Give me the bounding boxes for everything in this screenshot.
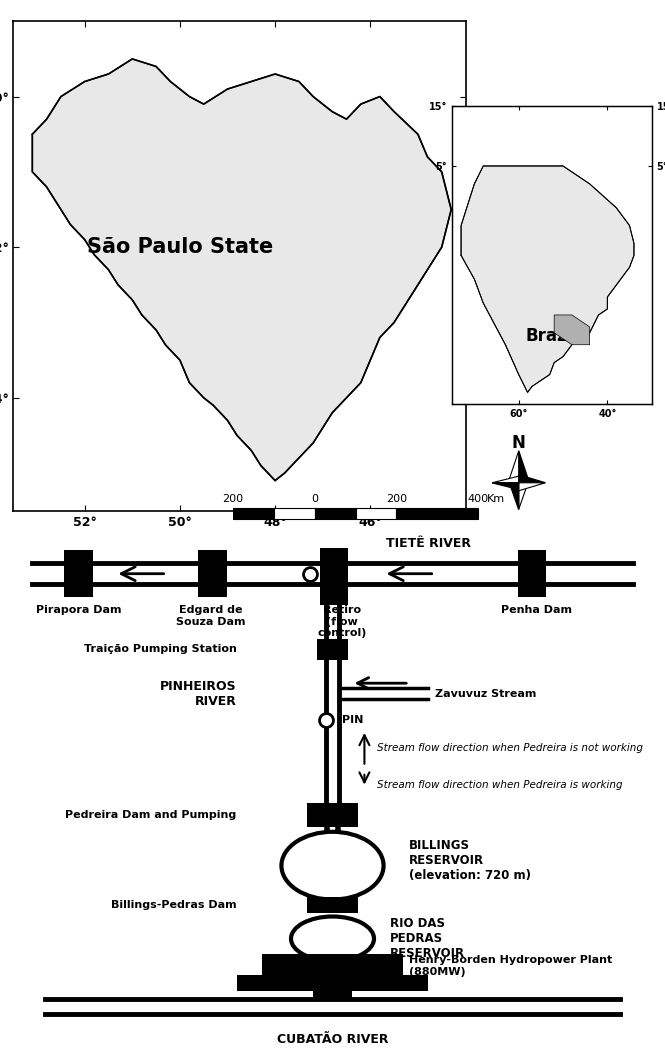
Text: Stream flow direction when Pedreira is working: Stream flow direction when Pedreira is w… bbox=[377, 780, 623, 789]
Bar bbox=[317, 638, 348, 660]
Text: 400: 400 bbox=[467, 494, 489, 504]
Bar bbox=[356, 508, 396, 518]
Polygon shape bbox=[492, 483, 519, 489]
Text: BILLINGS
RESERVOIR
(elevation: 720 m): BILLINGS RESERVOIR (elevation: 720 m) bbox=[409, 838, 531, 882]
Polygon shape bbox=[519, 483, 528, 510]
Bar bbox=[320, 548, 348, 605]
Text: RIO DAS
PEDRAS
RESERVOIR: RIO DAS PEDRAS RESERVOIR bbox=[390, 917, 465, 960]
Bar bbox=[198, 550, 227, 597]
Text: Retiro
(flow
control): Retiro (flow control) bbox=[317, 605, 367, 638]
Text: 0: 0 bbox=[311, 494, 318, 504]
Text: Brazil: Brazil bbox=[525, 327, 579, 345]
Polygon shape bbox=[554, 315, 590, 345]
Text: TIE: TIE bbox=[323, 561, 342, 571]
Bar bbox=[307, 803, 358, 827]
Text: TIETÊ RIVER: TIETÊ RIVER bbox=[386, 537, 471, 550]
Text: Traição Pumping Station: Traição Pumping Station bbox=[84, 645, 237, 654]
Text: Pirapora Dam: Pirapora Dam bbox=[36, 605, 121, 615]
Text: São Paulo State: São Paulo State bbox=[86, 237, 273, 257]
Polygon shape bbox=[509, 483, 519, 510]
Polygon shape bbox=[33, 59, 452, 481]
Bar bbox=[307, 897, 358, 913]
Ellipse shape bbox=[291, 916, 374, 961]
Text: N: N bbox=[512, 434, 525, 452]
Text: Km: Km bbox=[487, 494, 505, 504]
Polygon shape bbox=[508, 451, 519, 483]
Text: Zavuvuz Stream: Zavuvuz Stream bbox=[435, 688, 536, 699]
Ellipse shape bbox=[281, 832, 384, 899]
Text: 200: 200 bbox=[222, 494, 243, 504]
Bar bbox=[517, 550, 547, 597]
Bar bbox=[65, 550, 93, 597]
Polygon shape bbox=[519, 483, 545, 491]
Text: CUBATÃO RIVER: CUBATÃO RIVER bbox=[277, 1032, 388, 1046]
Polygon shape bbox=[519, 475, 545, 483]
Bar bbox=[274, 508, 315, 518]
Text: 200: 200 bbox=[386, 494, 407, 504]
Text: Penha Dam: Penha Dam bbox=[501, 605, 573, 615]
Bar bbox=[237, 975, 428, 991]
Text: Billings-Pedras Dam: Billings-Pedras Dam bbox=[111, 900, 237, 910]
Bar bbox=[233, 508, 274, 518]
Polygon shape bbox=[461, 166, 634, 393]
Bar bbox=[315, 508, 356, 518]
Bar bbox=[313, 985, 352, 1001]
Polygon shape bbox=[519, 451, 529, 483]
Bar bbox=[396, 508, 478, 518]
Text: PINHEIROS
RIVER: PINHEIROS RIVER bbox=[160, 680, 237, 708]
Text: Stream flow direction when Pedreira is not working: Stream flow direction when Pedreira is n… bbox=[377, 744, 643, 753]
Text: Henry-Borden Hydropower Plant
(880MW): Henry-Borden Hydropower Plant (880MW) bbox=[409, 955, 612, 977]
Text: Pedreira Dam and Pumping: Pedreira Dam and Pumping bbox=[65, 810, 237, 820]
Text: Edgard de
Souza Dam: Edgard de Souza Dam bbox=[176, 605, 246, 627]
Text: PIN: PIN bbox=[342, 715, 364, 725]
Polygon shape bbox=[492, 477, 519, 483]
Bar bbox=[262, 954, 403, 978]
